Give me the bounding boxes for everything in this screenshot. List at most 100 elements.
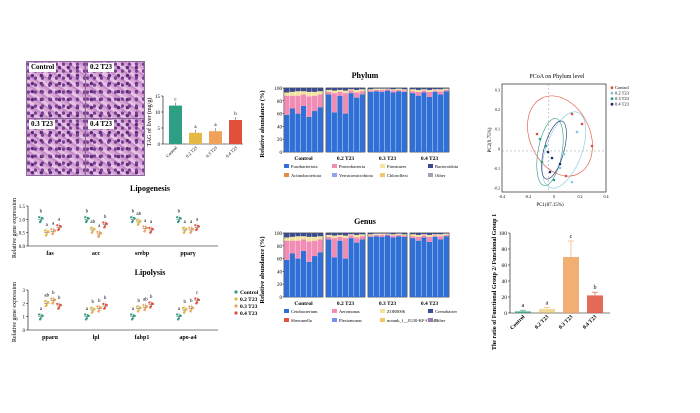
lipogenesis-data-point bbox=[45, 233, 48, 236]
pcoa-point bbox=[570, 112, 574, 116]
genus-bar-segment bbox=[443, 233, 449, 235]
genus-bar-segment bbox=[379, 234, 385, 237]
lipogenesis-data-point bbox=[38, 220, 42, 224]
lipogenesis-gene-label: fas bbox=[46, 251, 54, 257]
lipolysis-sig-letter: b bbox=[184, 300, 187, 305]
lipogenesis-data-point bbox=[50, 232, 54, 236]
genus-bar-segment bbox=[289, 253, 295, 297]
phylum-bar-segment bbox=[312, 91, 318, 96]
lipolysis-data-point bbox=[144, 304, 148, 308]
phylum-bar-segment bbox=[326, 94, 332, 152]
phylum-bar-segment bbox=[384, 90, 391, 152]
lipogenesis-sig-letter: a bbox=[58, 218, 61, 223]
lipogenesis-data-point bbox=[148, 226, 151, 229]
tag-y-tick-label: 15 bbox=[155, 95, 161, 100]
genus-bar-segment bbox=[443, 233, 449, 234]
phylum-bar-segment bbox=[368, 89, 374, 91]
lipolysis-data-point bbox=[188, 309, 192, 313]
phylum-bar-segment bbox=[295, 91, 301, 96]
histology-image-04: 0.4 T23 bbox=[85, 118, 145, 176]
genus-bar-segment bbox=[438, 236, 444, 240]
phylum-bar-segment bbox=[342, 90, 349, 94]
genus-bar-segment bbox=[354, 233, 360, 235]
pcoa-point bbox=[552, 178, 556, 182]
genus-bar-segment bbox=[342, 233, 349, 236]
phylum-legend-swatch bbox=[284, 173, 289, 177]
genus-bar-segment bbox=[289, 236, 295, 241]
genus-legend-label: norank_f__JG30-KF-CM45 bbox=[387, 318, 438, 323]
phylum-bar-segment bbox=[326, 91, 332, 95]
genus-group-label: 0.3 T23 bbox=[379, 301, 397, 307]
genus-bar-segment bbox=[348, 234, 354, 236]
phylum-bar-segment bbox=[379, 88, 385, 89]
genus-bar-segment bbox=[284, 233, 290, 238]
phylum-bar-segment bbox=[438, 91, 444, 95]
pcoa-point bbox=[590, 144, 594, 148]
phylum-bar-segment bbox=[390, 90, 396, 93]
lipolysis-data-point bbox=[184, 307, 187, 310]
lipogenesis-data-point bbox=[176, 220, 180, 224]
genus-bar-segment bbox=[348, 238, 354, 297]
histology-image-02: 0.2 T23 bbox=[85, 61, 145, 119]
lipolysis-data-point bbox=[90, 311, 93, 314]
lipolysis-gene-label: fabp1 bbox=[135, 335, 150, 341]
lipolysis-data-point bbox=[137, 309, 140, 312]
ratio-y-tick-label: 40 bbox=[502, 279, 508, 285]
lipogenesis-y-tick-label: 0.0 bbox=[19, 245, 26, 250]
genus-bar-segment bbox=[410, 238, 416, 297]
phylum-group-label: 0.3 T23 bbox=[379, 156, 397, 162]
genus-legend-swatch bbox=[380, 309, 385, 313]
genus-bar-segment bbox=[295, 240, 301, 259]
phylum-bar-segment bbox=[368, 90, 374, 92]
lipogenesis-sig-letter: ab bbox=[90, 220, 95, 225]
pcoa-y-tick-label: 0.2 bbox=[495, 107, 500, 112]
lipolysis-ylabel: Relative gene expression bbox=[12, 282, 18, 342]
lipogenesis-data-point bbox=[176, 216, 179, 219]
lipolysis-data-point bbox=[130, 313, 133, 316]
genus-bar-segment bbox=[295, 233, 301, 237]
genus-bar-segment bbox=[331, 235, 337, 239]
lipolysis-data-point bbox=[176, 318, 180, 321]
phylum-legend-label: Actinobacteriota bbox=[291, 173, 321, 178]
genus-bar-segment bbox=[410, 236, 416, 239]
lipolysis-sig-letter: b bbox=[52, 291, 55, 296]
phylum-bar-segment bbox=[373, 88, 379, 90]
phylum-bar-segment bbox=[396, 88, 402, 90]
lipolysis-data-point bbox=[84, 318, 88, 321]
genus-y-tick-label: 0 bbox=[280, 296, 283, 301]
tag-x-tick-label: 0.3 T23 bbox=[205, 145, 219, 159]
lipolysis-data-point bbox=[91, 310, 94, 313]
lipogenesis-data-point bbox=[194, 224, 197, 227]
genus-bar-segment bbox=[317, 252, 323, 297]
pcoa-legend-label: 0.2 T23 bbox=[615, 91, 630, 96]
lipogenesis-gene-label: srebp bbox=[135, 251, 150, 257]
lipolysis-sig-letter: b bbox=[98, 299, 101, 304]
genus-bar-segment bbox=[342, 238, 349, 259]
phylum-y-tick-label: 0 bbox=[280, 151, 283, 156]
phylum-bar-segment bbox=[317, 107, 323, 152]
phylum-bar-segment bbox=[368, 88, 374, 90]
histology-label: 0.2 T23 bbox=[88, 63, 115, 72]
lipolysis-data-point bbox=[96, 309, 100, 313]
phylum-bar-segment bbox=[443, 91, 449, 152]
genus-group-label: Control bbox=[294, 301, 313, 307]
genus-bar-segment bbox=[410, 234, 416, 237]
genus-bar-segment bbox=[373, 233, 379, 234]
phylum-bar-segment bbox=[300, 91, 307, 95]
ratio-bar bbox=[515, 311, 531, 313]
pcoa-legend-marker bbox=[610, 97, 614, 101]
phylum-bar-segment bbox=[354, 89, 360, 93]
phylum-legend-swatch bbox=[380, 173, 385, 177]
genus-bar-segment bbox=[295, 236, 301, 241]
pcoa-xlabel: PC1(87.15%) bbox=[536, 203, 564, 208]
lipogenesis-sig-letter: a bbox=[52, 222, 55, 227]
genus-legend-swatch bbox=[284, 309, 289, 313]
genus-y-tick-label: 60 bbox=[277, 258, 283, 263]
lipogenesis-data-point bbox=[138, 219, 141, 222]
pcoa-frame bbox=[501, 83, 607, 193]
genus-bar-segment bbox=[331, 233, 337, 236]
phylum-bar-segment bbox=[401, 88, 407, 90]
genus-bar-segment bbox=[396, 233, 402, 234]
phylum-legend-label: Other bbox=[435, 173, 446, 178]
